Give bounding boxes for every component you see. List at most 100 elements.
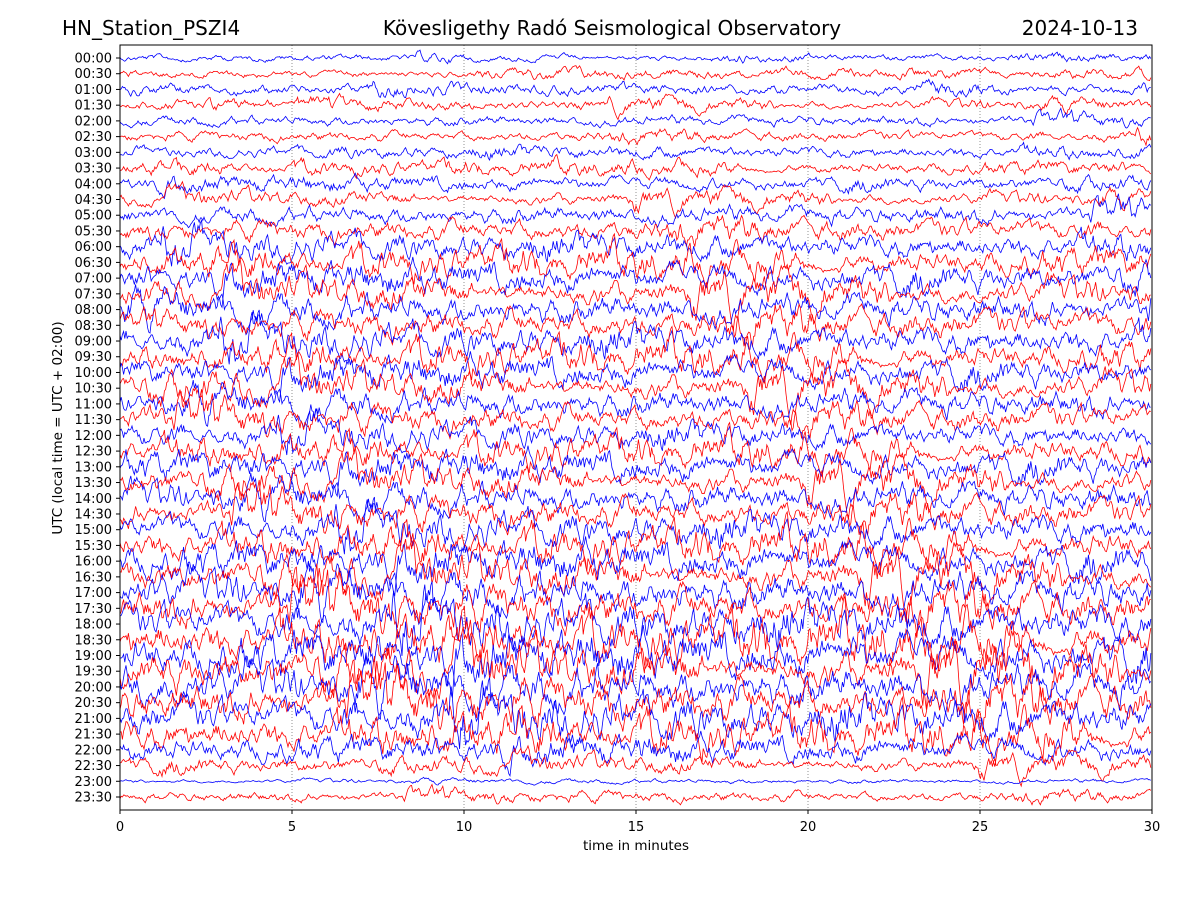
y-tick-label: 09:00 xyxy=(75,335,112,350)
trace-0130 xyxy=(120,92,1152,121)
y-tick-label: 06:30 xyxy=(75,256,112,271)
trace-0200 xyxy=(120,107,1151,129)
x-tick-label: 20 xyxy=(800,820,817,835)
observatory-title: Kövesligethy Radó Seismological Observat… xyxy=(383,16,841,40)
trace-0530 xyxy=(120,214,1152,247)
trace-1300 xyxy=(120,445,1152,498)
x-tick-label: 10 xyxy=(456,820,473,835)
y-tick-label: 16:30 xyxy=(75,570,112,585)
trace-1430 xyxy=(120,479,1152,536)
x-tick-label: 15 xyxy=(628,820,645,835)
x-tick-label: 30 xyxy=(1144,820,1161,835)
y-tick-label: 01:30 xyxy=(75,99,112,114)
trace-1330 xyxy=(120,446,1152,520)
trace-0330 xyxy=(120,153,1152,181)
trace-0500 xyxy=(120,193,1152,229)
x-tick-label: 5 xyxy=(288,820,296,835)
trace-1230 xyxy=(120,421,1152,478)
y-tick-label: 08:00 xyxy=(75,303,112,318)
trace-1830 xyxy=(120,596,1152,679)
trace-1730 xyxy=(120,563,1151,637)
y-tick-label: 08:30 xyxy=(75,319,112,334)
y-tick-label: 04:30 xyxy=(75,193,112,208)
y-tick-label: 11:00 xyxy=(75,397,112,412)
y-tick-label: 11:30 xyxy=(75,413,112,428)
y-tick-label: 23:00 xyxy=(75,775,112,790)
trace-1530 xyxy=(120,510,1152,576)
trace-1800 xyxy=(120,581,1152,656)
y-tick-label: 04:00 xyxy=(75,177,112,192)
x-axis: 0 5 10 15 20 25 30 xyxy=(116,810,1160,835)
y-tick-label: 19:00 xyxy=(75,649,112,664)
traces xyxy=(120,49,1152,806)
trace-1500 xyxy=(120,496,1152,555)
trace-0300 xyxy=(120,141,1152,161)
trace-1600 xyxy=(120,536,1152,597)
x-tick-label: 25 xyxy=(972,820,989,835)
y-tick-label: 00:30 xyxy=(75,67,112,82)
trace-2230 xyxy=(120,744,1152,788)
y-tick-label: 00:00 xyxy=(75,52,112,67)
trace-2130 xyxy=(120,695,1152,767)
y-tick-label: 05:30 xyxy=(75,224,112,239)
y-tick-label: 13:30 xyxy=(75,476,112,491)
trace-1200 xyxy=(120,407,1152,456)
station-title: HN_Station_PSZI4 xyxy=(62,16,240,40)
trace-0900 xyxy=(120,309,1152,365)
trace-1100 xyxy=(120,380,1151,429)
trace-0400 xyxy=(120,172,1152,200)
trace-1400 xyxy=(120,473,1152,525)
trace-1000 xyxy=(120,351,1152,404)
trace-1030 xyxy=(120,352,1152,426)
y-tick-label: 03:00 xyxy=(75,146,112,161)
y-tick-label: 02:00 xyxy=(75,114,112,129)
y-tick-label: 14:30 xyxy=(75,507,112,522)
trace-0630 xyxy=(120,232,1152,290)
date-title: 2024-10-13 xyxy=(1022,16,1138,40)
y-tick-label: 16:00 xyxy=(75,555,112,570)
trace-0230 xyxy=(120,126,1152,147)
y-tick-label: 18:30 xyxy=(75,633,112,648)
y-tick-label: 06:00 xyxy=(75,240,112,255)
y-tick-label: 07:30 xyxy=(75,287,112,302)
trace-2100 xyxy=(120,677,1152,750)
y-tick-label: 14:00 xyxy=(75,492,112,507)
trace-0000 xyxy=(120,49,1152,65)
y-tick-label: 22:30 xyxy=(75,759,112,774)
trace-0930 xyxy=(120,325,1152,384)
trace-0100 xyxy=(120,78,1151,99)
trace-0730 xyxy=(120,258,1151,331)
trace-0030 xyxy=(120,65,1152,82)
trace-2200 xyxy=(120,730,1152,778)
y-tick-label: 20:00 xyxy=(75,680,112,695)
y-tick-label: 01:00 xyxy=(75,83,112,98)
y-tick-label: 17:00 xyxy=(75,586,112,601)
y-tick-label: 23:30 xyxy=(75,791,112,806)
y-tick-label: 19:30 xyxy=(75,665,112,680)
y-axis: 00:0000:3001:0001:3002:0002:3003:0003:30… xyxy=(75,52,120,806)
trace-1900 xyxy=(120,624,1152,698)
y-tick-label: 21:30 xyxy=(75,728,112,743)
x-tick-label: 0 xyxy=(116,820,124,835)
trace-2330 xyxy=(120,783,1152,806)
y-tick-label: 13:00 xyxy=(75,460,112,475)
trace-0830 xyxy=(120,302,1152,347)
y-tick-label: 02:30 xyxy=(75,130,112,145)
trace-1130 xyxy=(120,389,1151,440)
trace-2300 xyxy=(120,776,1151,786)
y-tick-label: 17:30 xyxy=(75,602,112,617)
y-tick-label: 05:00 xyxy=(75,209,112,224)
y-axis-label: UTC (local time = UTC + 02:00) xyxy=(50,321,66,534)
trace-0700 xyxy=(120,256,1152,309)
y-tick-label: 12:00 xyxy=(75,429,112,444)
y-tick-label: 03:30 xyxy=(75,162,112,177)
y-tick-label: 22:00 xyxy=(75,743,112,758)
y-tick-label: 10:00 xyxy=(75,366,112,381)
x-axis-label: time in minutes xyxy=(583,838,689,854)
y-tick-label: 10:30 xyxy=(75,382,112,397)
y-tick-label: 07:00 xyxy=(75,272,112,287)
y-tick-label: 20:30 xyxy=(75,696,112,711)
trace-0600 xyxy=(120,219,1152,267)
y-tick-label: 18:00 xyxy=(75,618,112,633)
